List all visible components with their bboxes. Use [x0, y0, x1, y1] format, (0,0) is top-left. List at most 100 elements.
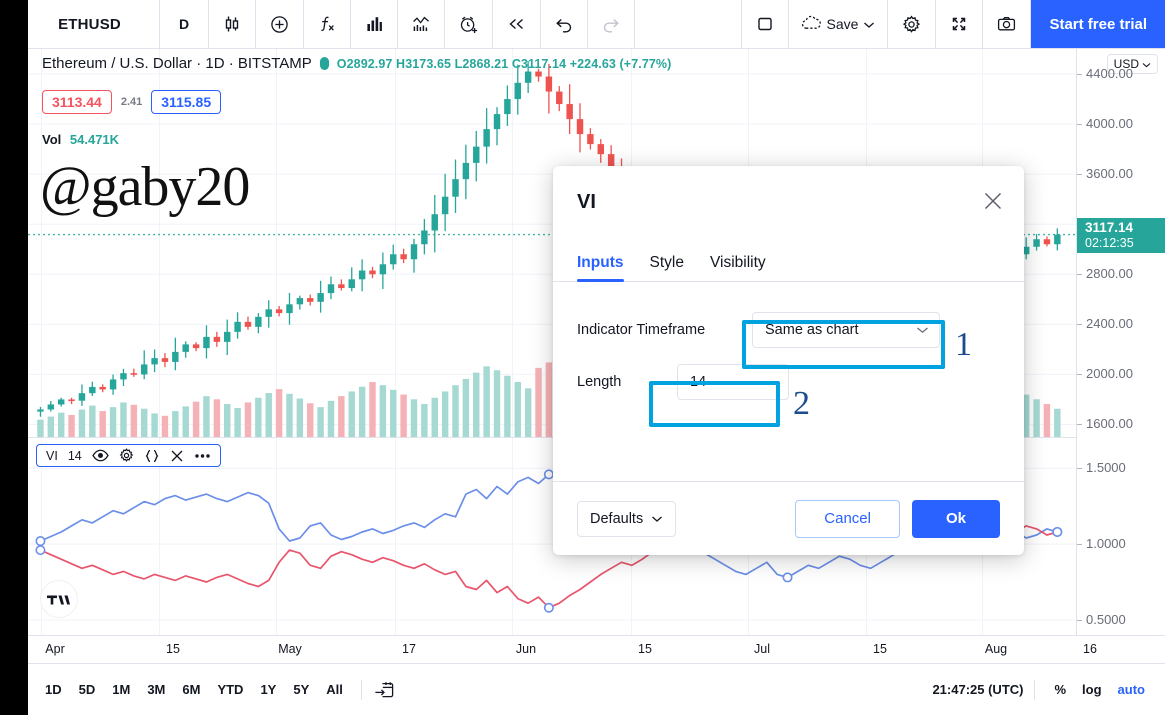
eye-visibility-icon[interactable] [91, 449, 109, 462]
volume-label: Vol [42, 132, 62, 147]
time-tick-label: Jun [515, 642, 537, 656]
range-button-5d[interactable]: 5D [78, 682, 96, 697]
current-price-badge[interactable]: 3117.14 02:12:35 [1077, 217, 1165, 254]
compare-icon[interactable] [398, 0, 446, 48]
range-button-5y[interactable]: 5Y [293, 682, 310, 697]
top-toolbar: ETHUSD D [28, 0, 1165, 49]
interval-label: D [179, 16, 190, 32]
price-tick-label: 4000.00 [1086, 116, 1133, 132]
indicator-timeframe-row: Indicator Timeframe Same as chart [577, 312, 1000, 348]
price-tick-mark [1077, 124, 1082, 126]
range-button-6m[interactable]: 6M [182, 682, 201, 697]
bar-countdown: 02:12:35 [1085, 235, 1134, 250]
goto-date-icon[interactable] [373, 680, 395, 700]
snapshot-camera-icon[interactable] [983, 0, 1032, 48]
more-options-icon[interactable] [194, 453, 211, 459]
layout-select-icon[interactable] [742, 0, 789, 48]
vi-legend-name: VI [46, 448, 58, 463]
range-button-1y[interactable]: 1Y [260, 682, 277, 697]
range-button-ytd[interactable]: YTD [217, 682, 244, 697]
dialog-title: VI [577, 190, 596, 213]
currency-selector[interactable]: USD [1106, 54, 1158, 74]
pane-divider [28, 437, 1076, 438]
range-button-all[interactable]: All [326, 682, 343, 697]
bid-price-badge[interactable]: 3113.44 [42, 90, 112, 114]
percent-scale-button[interactable]: % [1054, 682, 1067, 697]
chevron-down-icon[interactable] [863, 16, 875, 32]
bar-replay-icon[interactable] [351, 0, 399, 48]
vi-scale-tick-mark [1077, 544, 1082, 546]
volume-legend: Vol 54.471K [42, 132, 119, 147]
cancel-button[interactable]: Cancel [795, 499, 900, 538]
chevron-down-icon [1142, 57, 1151, 71]
auto-scale-button[interactable]: auto [1117, 682, 1145, 697]
candle-style-icon[interactable] [209, 0, 257, 48]
price-tick-mark [1077, 74, 1082, 76]
ask-price-badge[interactable]: 3115.85 [151, 90, 222, 114]
divider [360, 679, 362, 700]
time-tick-label: 16 [1083, 642, 1097, 656]
range-button-3m[interactable]: 3M [147, 682, 166, 697]
interval-button[interactable]: D [160, 0, 210, 48]
dialog-footer: Defaults Cancel Ok [553, 481, 1024, 555]
rewind-icon[interactable] [493, 0, 542, 48]
time-axis[interactable]: Apr 15 May 17 Jun 15 Jul 15 Aug 16 [28, 635, 1165, 664]
length-value: 14 [690, 374, 707, 390]
indicator-timeframe-select[interactable]: Same as chart [752, 312, 940, 348]
length-label: Length [577, 374, 622, 390]
indicator-timeframe-label: Indicator Timeframe [577, 322, 706, 338]
time-tick-label: Jul [754, 642, 770, 656]
tab-inputs[interactable]: Inputs [577, 254, 624, 282]
chart-title: Ethereum / U.S. Dollar · 1D · BITSTAMP [42, 55, 312, 72]
vi-scale-tick-label: 1.0000 [1086, 536, 1126, 552]
indicator-settings-dialog[interactable]: VI Inputs Style Visibility Indicator Tim… [553, 166, 1024, 555]
start-free-trial-button[interactable]: Start free trial [1031, 0, 1165, 48]
tab-visibility[interactable]: Visibility [709, 254, 766, 271]
price-tick-label: 3600.00 [1086, 166, 1133, 182]
indicators-add-icon[interactable] [256, 0, 305, 48]
utc-clock: 21:47:25 (UTC) [932, 682, 1024, 697]
range-button-1m[interactable]: 1M [112, 682, 131, 697]
defaults-button[interactable]: Defaults [577, 500, 677, 537]
price-tick-mark [1077, 274, 1082, 276]
gear-settings-icon[interactable] [119, 448, 134, 463]
bottom-bar: 1D 5D 1M 3M 6M YTD 1Y 5Y All 21:47:25 (UTC) % lo… [28, 664, 1165, 715]
indicator-timeframe-value: Same as chart [765, 322, 859, 338]
user-watermark: @gaby20 [40, 156, 250, 218]
save-button[interactable]: Save [789, 0, 889, 48]
close-icon[interactable] [982, 190, 1004, 217]
ok-button[interactable]: Ok [911, 499, 1000, 538]
fx-indicators-icon[interactable] [304, 0, 352, 48]
chart-frame: ETHUSD D [28, 0, 1165, 715]
alert-clock-icon[interactable] [445, 0, 494, 48]
price-tick-mark [1077, 374, 1082, 376]
source-code-icon[interactable] [144, 449, 160, 463]
fullscreen-icon[interactable] [936, 0, 984, 48]
gear-settings-icon[interactable] [888, 0, 937, 48]
vi-scale-tick-label: 1.5000 [1086, 460, 1126, 476]
vi-indicator-legend[interactable]: VI 14 [36, 444, 221, 467]
tab-style[interactable]: Style [649, 254, 684, 271]
chart-header: Ethereum / U.S. Dollar · 1D · BITSTAMP O… [42, 55, 671, 72]
currency-label: USD [1113, 57, 1139, 71]
close-icon[interactable] [170, 449, 184, 463]
price-axis[interactable]: USD 4400.004000.003600.003200.002800.002… [1076, 49, 1165, 661]
price-tick-label: 2800.00 [1086, 266, 1133, 282]
symbol-button[interactable]: ETHUSD [28, 0, 160, 48]
log-scale-button[interactable]: log [1082, 682, 1102, 697]
spread-value: 2.41 [120, 96, 143, 108]
range-button-1d[interactable]: 1D [45, 682, 62, 697]
dialog-actions: Cancel Ok [795, 499, 1000, 538]
vi-scale-tick-mark [1077, 468, 1082, 470]
quote-row: 3113.44 2.41 3115.85 [42, 90, 222, 114]
time-tick-label: 15 [873, 642, 887, 656]
time-tick-label: May [278, 642, 302, 656]
redo-icon[interactable] [588, 0, 636, 48]
length-input[interactable]: 14 [677, 364, 789, 400]
price-tick-label: 2400.00 [1086, 316, 1133, 332]
tradingview-logo [40, 580, 78, 618]
length-row: Length 14 [577, 364, 1000, 400]
toolbar-spacer [635, 0, 742, 48]
price-tick-mark [1077, 324, 1082, 326]
undo-icon[interactable] [541, 0, 589, 48]
